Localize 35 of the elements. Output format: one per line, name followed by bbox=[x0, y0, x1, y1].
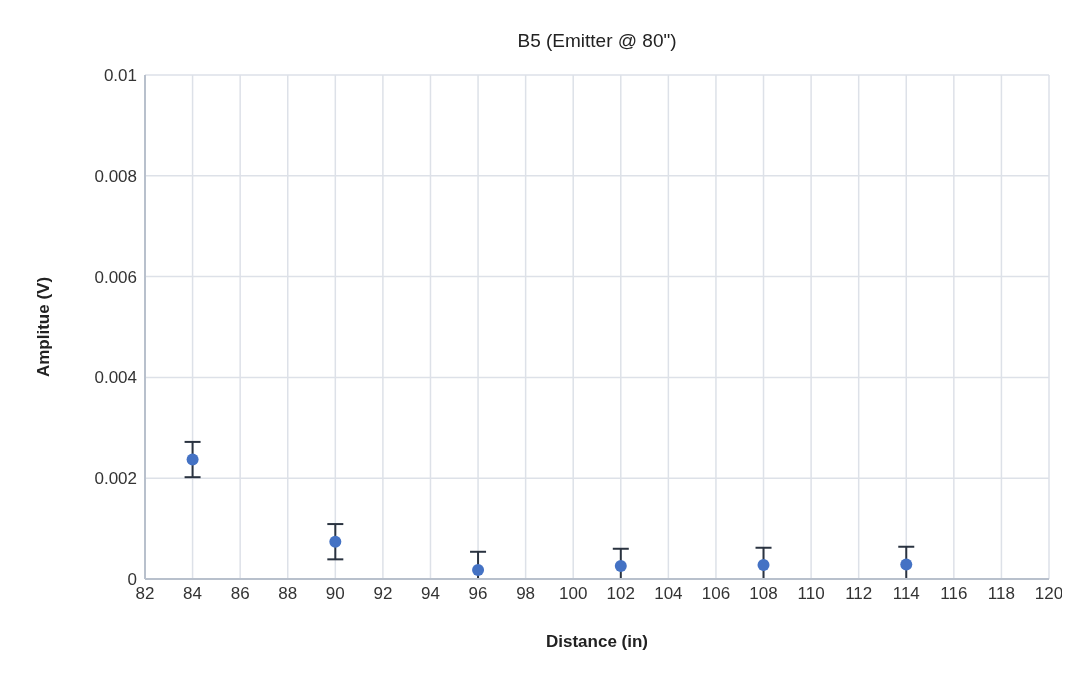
y-tick-label: 0.006 bbox=[94, 267, 137, 287]
y-axis-title: Amplitue (V) bbox=[34, 276, 54, 378]
x-tick-label: 114 bbox=[892, 584, 920, 604]
x-tick-label: 84 bbox=[183, 584, 203, 604]
x-tick-label: 104 bbox=[654, 584, 683, 604]
x-tick-label: 86 bbox=[230, 584, 250, 604]
x-tick-label: 100 bbox=[559, 584, 588, 604]
chart-title: B5 (Emitter @ 80") bbox=[516, 30, 678, 52]
x-tick-label: 82 bbox=[135, 584, 155, 604]
x-tick-label: 102 bbox=[606, 584, 635, 604]
y-tick-label: 0.01 bbox=[103, 66, 137, 86]
y-tick-label: 0.008 bbox=[94, 166, 137, 186]
point bbox=[472, 563, 485, 576]
point bbox=[757, 558, 770, 571]
x-tick-label: 108 bbox=[749, 584, 778, 604]
x-tick-label: 120 bbox=[1034, 584, 1064, 604]
x-tick-label: 96 bbox=[468, 584, 488, 604]
x-tick-label: 118 bbox=[987, 584, 1015, 604]
x-tick-label: 88 bbox=[278, 584, 298, 604]
point bbox=[900, 558, 913, 571]
point bbox=[614, 559, 627, 572]
x-tick-label: 110 bbox=[797, 584, 825, 604]
x-tick-label: 90 bbox=[325, 584, 345, 604]
point bbox=[186, 453, 199, 466]
y-tick-label: 0 bbox=[127, 570, 137, 590]
y-tick-label: 0.002 bbox=[94, 469, 137, 489]
x-tick-label: 98 bbox=[516, 584, 536, 604]
x-tick-label: 116 bbox=[940, 584, 968, 604]
x-tick-label: 106 bbox=[701, 584, 731, 604]
y-tick-label: 0.004 bbox=[94, 368, 137, 388]
point bbox=[329, 535, 342, 548]
x-axis-title: Distance (in) bbox=[545, 632, 649, 652]
x-tick-label: 112 bbox=[845, 584, 873, 604]
x-tick-label: 92 bbox=[373, 584, 393, 604]
x-tick-label: 94 bbox=[421, 584, 440, 604]
